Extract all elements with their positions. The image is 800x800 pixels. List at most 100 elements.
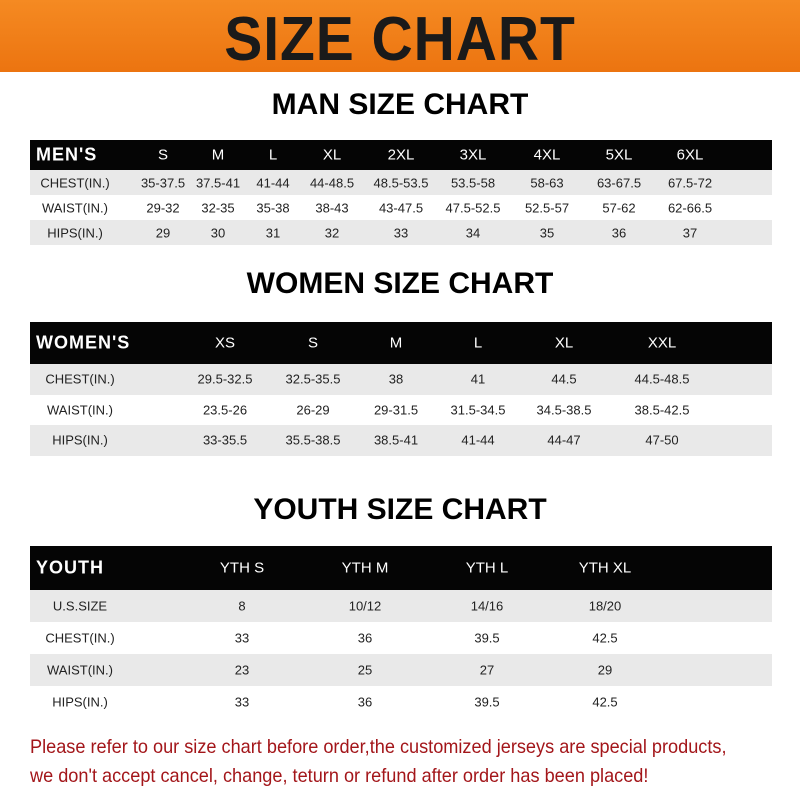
- table-cell: 39.5: [474, 694, 500, 710]
- table-cell: 36: [611, 225, 627, 240]
- table-row: U.S.SIZE 8 10/12 14/16 18/20: [30, 590, 772, 622]
- column-header: 2XL: [387, 146, 415, 164]
- table-row: HIPS(IN.) 33 36 39.5 42.5: [30, 686, 772, 718]
- table-cell: 58-63: [530, 175, 564, 190]
- column-header: MEN'S: [36, 144, 98, 165]
- row-label: CHEST(IN.): [45, 371, 115, 387]
- table-cell: 33: [234, 694, 250, 710]
- table-cell: 43-47.5: [378, 200, 424, 215]
- column-header: 5XL: [605, 146, 633, 164]
- table-cell: 41-44: [256, 175, 290, 190]
- table-cell: 57-62: [602, 200, 636, 215]
- table-cell: 29-31.5: [373, 402, 419, 418]
- table-cell: 14/16: [470, 598, 504, 614]
- order-notice: Please refer to our size chart before or…: [30, 736, 727, 787]
- table-cell: 67.5-72: [667, 175, 713, 190]
- column-header: L: [473, 334, 483, 352]
- table-cell: 36: [357, 694, 373, 710]
- table-cell: 38.5-41: [373, 432, 419, 448]
- row-label: HIPS(IN.): [52, 432, 108, 448]
- table-cell: 26-29: [296, 402, 330, 418]
- table-row: HIPS(IN.) 33-35.5 35.5-38.5 38.5-41 41-44 44-…: [30, 425, 772, 456]
- table-cell: 33: [234, 630, 250, 646]
- table-cell: 30: [210, 225, 226, 240]
- row-label: WAIST(IN.): [42, 200, 108, 215]
- table-cell: 38-43: [315, 200, 349, 215]
- table-cell: 53.5-58: [450, 175, 496, 190]
- table-cell: 63-67.5: [596, 175, 642, 190]
- table-row: CHEST(IN.) 29.5-32.5 32.5-35.5 38 41 44.5 44.5…: [30, 364, 772, 395]
- row-label: WAIST(IN.): [47, 662, 113, 678]
- table-row: HIPS(IN.) 29 30 31 32 33 34 35 36 37: [30, 220, 772, 245]
- column-header: L: [268, 146, 278, 164]
- column-header: XXL: [647, 334, 677, 352]
- table-cell: 37: [682, 225, 698, 240]
- table-cell: 29-32: [146, 200, 180, 215]
- table-cell: 41: [470, 371, 486, 387]
- table-cell: 44.5-48.5: [634, 371, 690, 387]
- table-cell: 35-38: [256, 200, 290, 215]
- table-cell: 35: [539, 225, 555, 240]
- table-cell: 8: [238, 598, 246, 614]
- column-header: 3XL: [459, 146, 487, 164]
- table-row: CHEST(IN.) 35-37.5 37.5-41 41-44 44-48.5 48.5…: [30, 170, 772, 195]
- table-cell: 35-37.5: [140, 175, 186, 190]
- women-section-title: WOMEN SIZE CHART: [246, 267, 554, 300]
- men-section-title: MAN SIZE CHART: [271, 88, 529, 121]
- table-cell: 41-44: [461, 432, 495, 448]
- table-cell: 18/20: [588, 598, 622, 614]
- table-cell: 38: [388, 371, 404, 387]
- column-header: XL: [322, 146, 342, 164]
- table-cell: 44.5: [551, 371, 577, 387]
- table-cell: 27: [479, 662, 495, 678]
- column-header: WOMEN'S: [36, 332, 131, 353]
- row-label: HIPS(IN.): [52, 694, 108, 710]
- column-header: S: [307, 334, 319, 352]
- column-header: 6XL: [676, 146, 704, 164]
- table-row: WAIST(IN.) 23 25 27 29: [30, 654, 772, 686]
- table-cell: 23.5-26: [202, 402, 248, 418]
- table-cell: 38.5-42.5: [634, 402, 690, 418]
- column-header: YTH L: [465, 559, 509, 577]
- table-cell: 52.5-57: [524, 200, 570, 215]
- table-cell: 42.5: [592, 630, 618, 646]
- table-cell: 23: [234, 662, 250, 678]
- table-cell: 47-50: [645, 432, 679, 448]
- table-row: WAIST(IN.) 23.5-26 26-29 29-31.5 31.5-34.5 34…: [30, 394, 772, 425]
- youth-section-title: YOUTH SIZE CHART: [253, 493, 547, 526]
- table-cell: 32.5-35.5: [285, 371, 341, 387]
- column-header: YTH S: [219, 559, 265, 577]
- row-label: WAIST(IN.): [47, 402, 113, 418]
- table-cell: 39.5: [474, 630, 500, 646]
- table-cell: 31.5-34.5: [450, 402, 506, 418]
- table-row: WAIST(IN.) 29-32 32-35 35-38 38-43 43-47.5 47.…: [30, 195, 772, 220]
- column-header: YTH XL: [578, 559, 632, 577]
- column-header: M: [211, 146, 225, 164]
- table-cell: 29: [597, 662, 613, 678]
- banner: SIZE CHART: [0, 0, 800, 74]
- column-header: YTH M: [341, 559, 389, 577]
- table-header-row: YOUTH YTH S YTH M YTH L YTH XL: [30, 546, 772, 590]
- table-cell: 62-66.5: [667, 200, 713, 215]
- table-cell: 37.5-41: [195, 175, 241, 190]
- banner-title: SIZE CHART: [224, 5, 576, 74]
- row-label: CHEST(IN.): [40, 175, 110, 190]
- table-cell: 48.5-53.5: [373, 175, 429, 190]
- table-cell: 10/12: [348, 598, 382, 614]
- table-header-row: MEN'S S M L XL 2XL 3XL 4XL 5XL 6XL: [30, 140, 772, 170]
- column-header: 4XL: [533, 146, 561, 164]
- column-header: YOUTH: [36, 557, 104, 578]
- table-cell: 32-35: [201, 200, 235, 215]
- column-header: XS: [214, 334, 236, 352]
- column-header: M: [389, 334, 403, 352]
- table-cell: 33: [393, 225, 409, 240]
- table-cell: 31: [265, 225, 281, 240]
- table-cell: 44-47: [547, 432, 581, 448]
- column-header: XL: [554, 334, 574, 352]
- table-cell: 29: [155, 225, 171, 240]
- table-cell: 36: [357, 630, 373, 646]
- table-cell: 32: [324, 225, 340, 240]
- row-label: CHEST(IN.): [45, 630, 115, 646]
- table-cell: 34: [465, 225, 481, 240]
- table-cell: 33-35.5: [202, 432, 248, 448]
